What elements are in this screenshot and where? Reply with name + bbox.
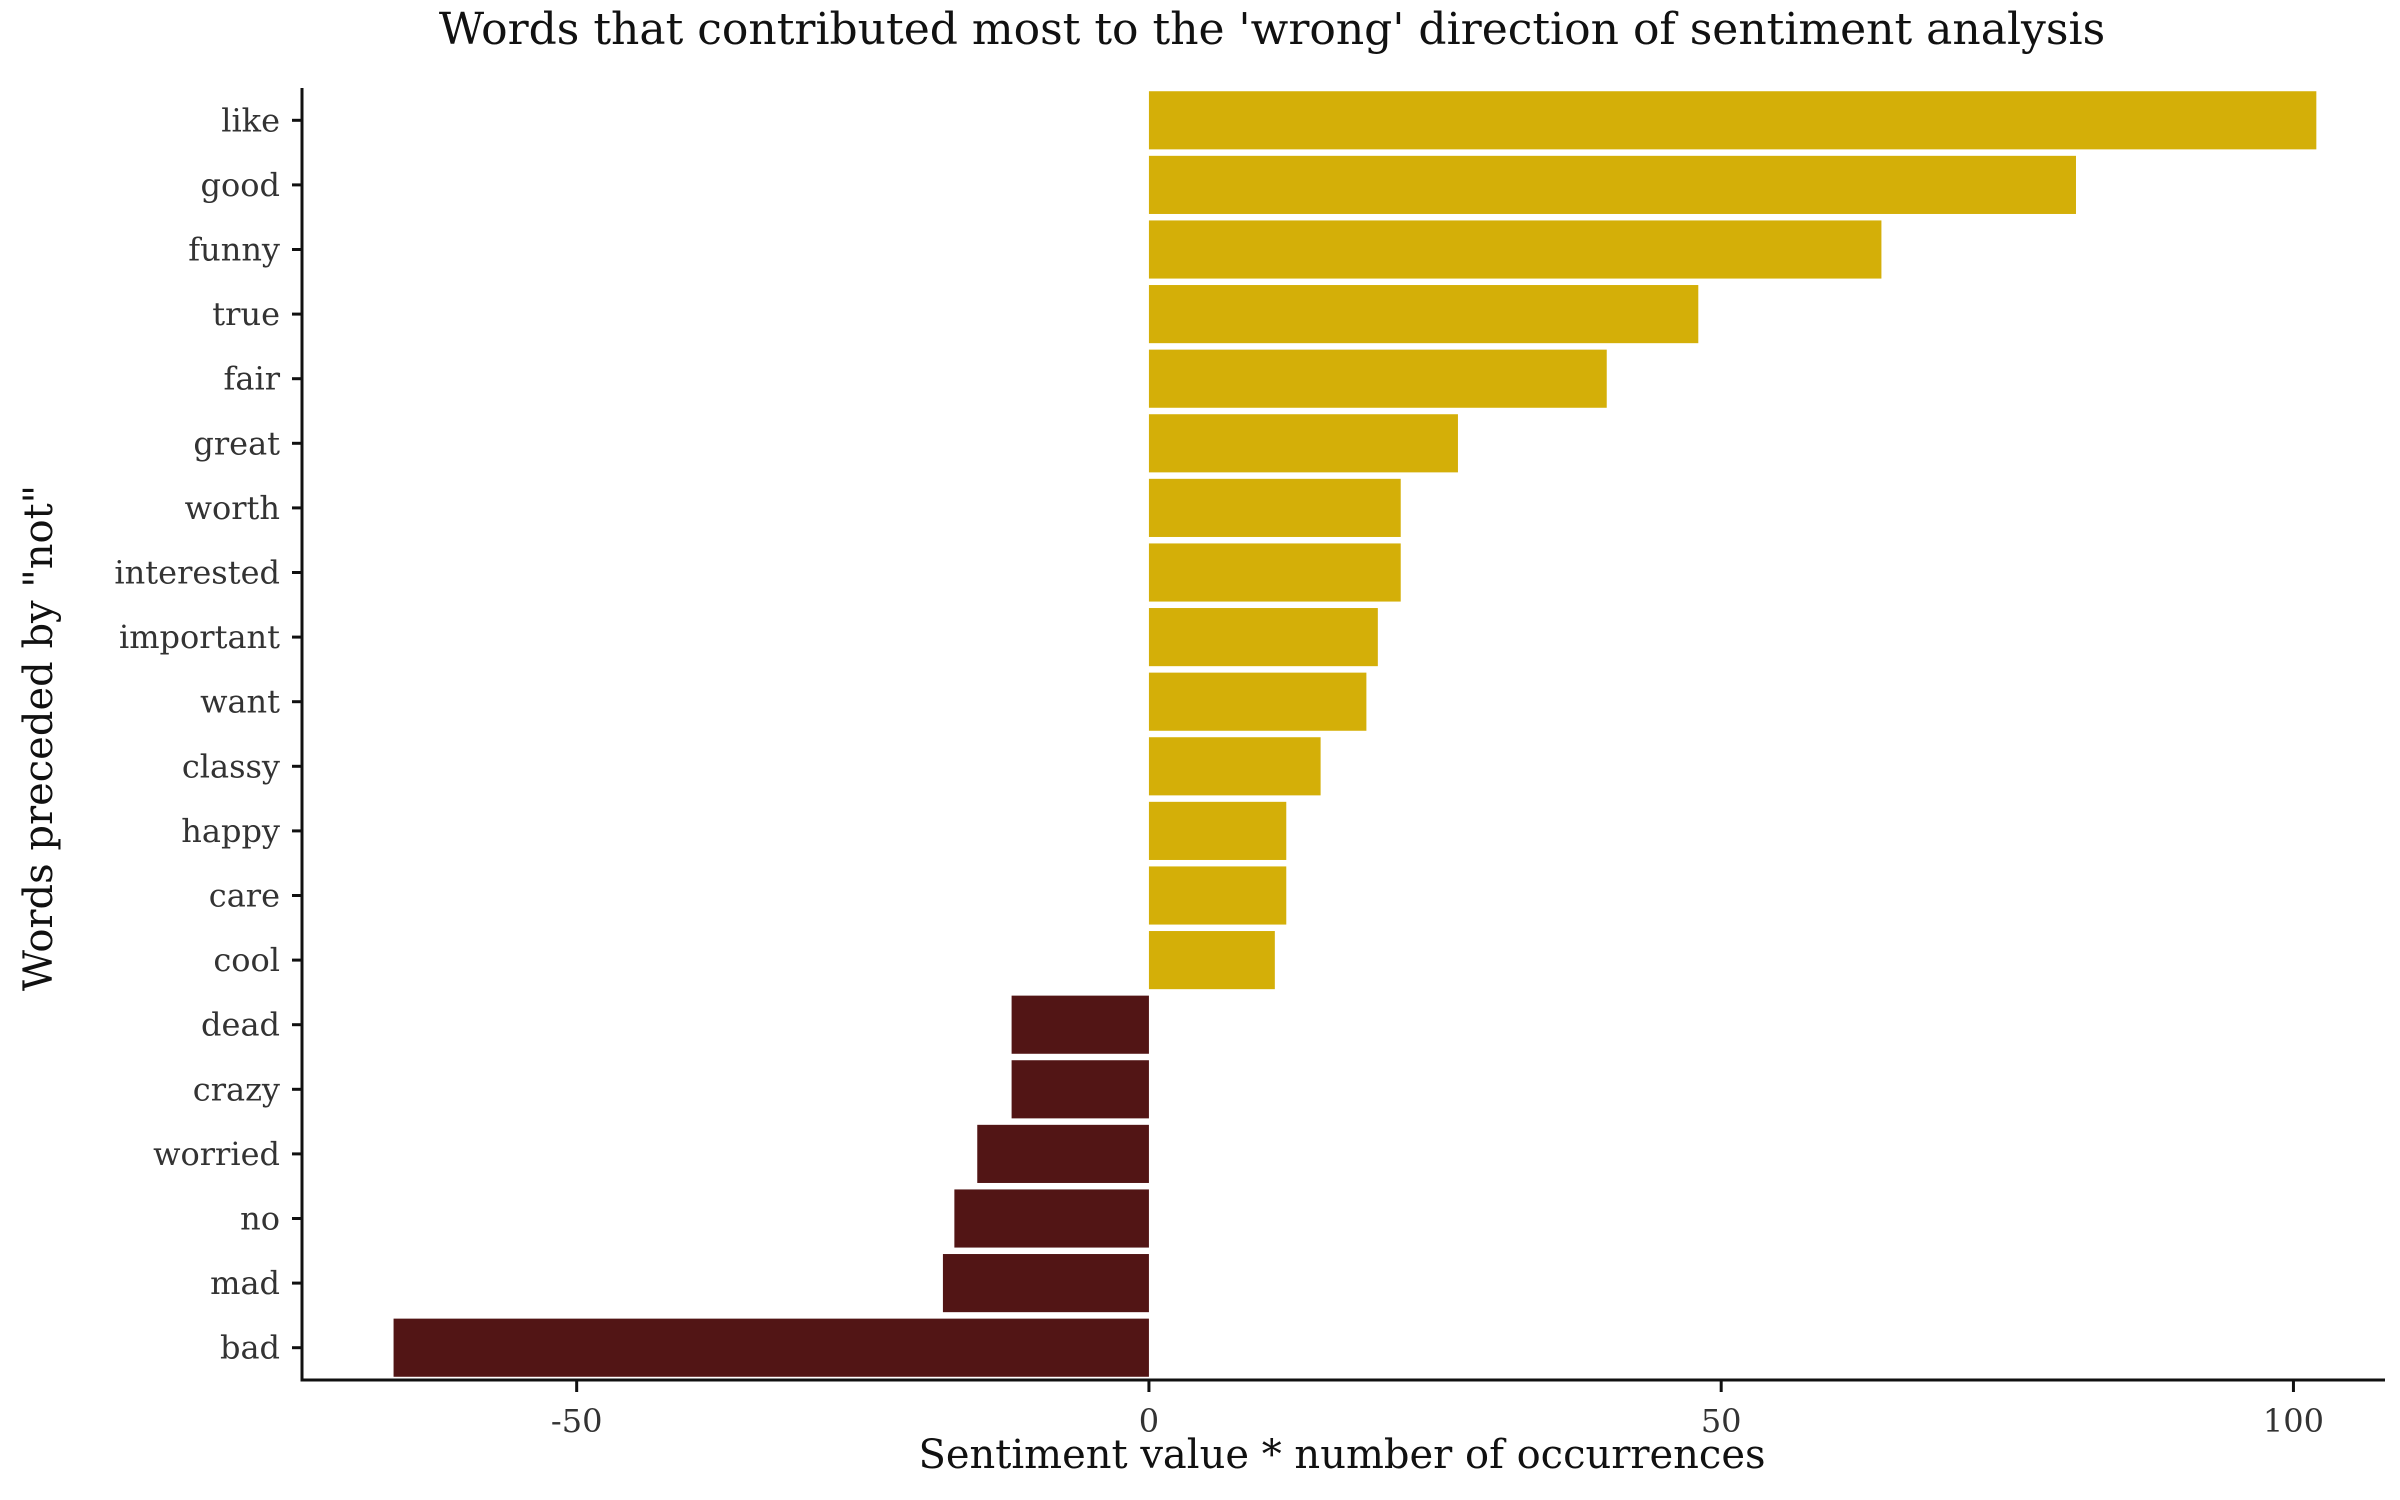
category-label-care: care <box>209 877 280 915</box>
category-label-fair: fair <box>224 360 281 398</box>
category-label-cool: cool <box>213 941 280 979</box>
bar-worth <box>1148 478 1401 537</box>
category-label-great: great <box>193 424 280 462</box>
x-tick-label: 50 <box>1701 1402 1742 1440</box>
bar-good <box>1148 155 2076 214</box>
bar-mad <box>942 1254 1149 1313</box>
x-tick-label: -50 <box>551 1402 603 1440</box>
bar-care <box>1148 866 1287 925</box>
category-label-happy: happy <box>181 812 280 850</box>
category-label-classy: classy <box>182 747 280 785</box>
category-label-important: important <box>119 618 280 656</box>
bar-cool <box>1148 931 1275 990</box>
bar-interested <box>1148 543 1401 602</box>
category-label-interested: interested <box>114 554 280 592</box>
bar-want <box>1148 672 1367 731</box>
bar-no <box>954 1189 1149 1248</box>
bar-like <box>1148 91 2317 150</box>
chart-title: Words that contributed most to the 'wron… <box>439 4 2105 55</box>
category-label-dead: dead <box>201 1006 280 1044</box>
category-label-bad: bad <box>220 1329 280 1367</box>
category-label-like: like <box>221 101 280 139</box>
bar-great <box>1148 414 1458 473</box>
bar-bad <box>393 1318 1149 1377</box>
x-tick-label: 100 <box>2263 1402 2324 1440</box>
category-label-true: true <box>212 295 280 333</box>
bar-classy <box>1148 737 1321 796</box>
bar-happy <box>1148 801 1287 860</box>
category-label-no: no <box>240 1200 280 1238</box>
category-label-worried: worried <box>153 1135 280 1173</box>
bar-dead <box>1011 995 1149 1054</box>
bars <box>393 91 2317 1377</box>
category-label-funny: funny <box>188 231 280 269</box>
category-label-good: good <box>201 166 281 204</box>
category-label-mad: mad <box>210 1264 280 1302</box>
bar-fair <box>1148 349 1607 408</box>
bar-funny <box>1148 220 1882 279</box>
category-label-crazy: crazy <box>193 1070 280 1108</box>
bar-important <box>1148 608 1378 667</box>
x-axis-ticks: -50 0 50 100 <box>551 1380 2324 1440</box>
category-labels: like good funny true fair great worth intereste… <box>114 101 302 1367</box>
x-axis-title: Sentiment value * number of occurrences <box>918 1432 1765 1478</box>
bar-crazy <box>1011 1060 1149 1119</box>
x-tick-label: 0 <box>1139 1402 1159 1440</box>
category-label-worth: worth <box>185 489 280 527</box>
bar-true <box>1148 285 1699 344</box>
category-label-want: want <box>200 683 280 721</box>
y-axis-title: Words preceded by "not" <box>16 485 62 991</box>
bar-worried <box>977 1124 1149 1183</box>
